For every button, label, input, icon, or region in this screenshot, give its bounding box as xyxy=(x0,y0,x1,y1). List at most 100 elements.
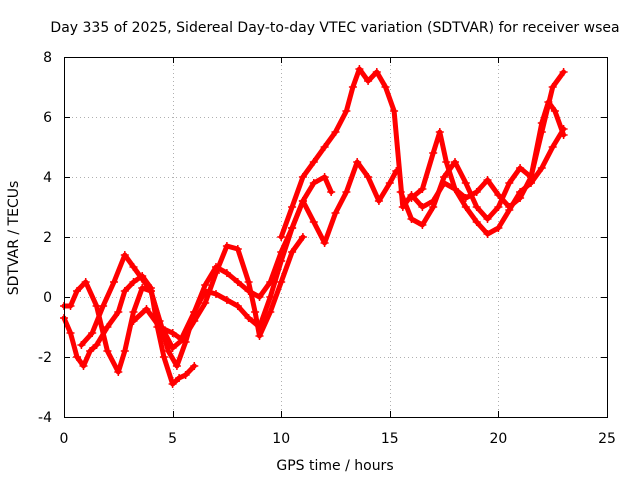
data-point xyxy=(86,347,95,355)
data-point xyxy=(266,308,275,316)
data-point xyxy=(320,173,329,181)
data-point xyxy=(353,158,362,166)
data-point xyxy=(138,284,147,292)
data-point xyxy=(442,158,451,166)
data-point xyxy=(550,107,559,115)
x-tick-label: 5 xyxy=(168,431,177,447)
axis-ticks xyxy=(64,57,608,418)
data-point xyxy=(505,203,514,211)
series-line xyxy=(61,273,197,387)
data-point xyxy=(73,287,81,295)
data-point xyxy=(407,194,416,202)
data-point xyxy=(129,308,138,316)
data-point xyxy=(320,143,329,151)
y-tick-label: 8 xyxy=(43,50,52,66)
data-point xyxy=(355,65,364,73)
data-point xyxy=(81,278,90,286)
data-point xyxy=(309,158,318,166)
data-point xyxy=(244,287,253,295)
data-point xyxy=(138,275,147,283)
data-point xyxy=(374,197,383,205)
data-point xyxy=(429,203,438,211)
series-day-1 xyxy=(60,272,199,388)
x-tick-label: 15 xyxy=(381,431,399,447)
data-point xyxy=(342,107,351,115)
data-point xyxy=(331,209,340,217)
data-point xyxy=(142,305,151,313)
data-point xyxy=(88,329,97,337)
data-point xyxy=(277,233,286,241)
data-point xyxy=(385,179,394,187)
y-tick-label: 2 xyxy=(43,230,52,246)
data-point xyxy=(181,371,190,379)
y-axis-title: SDTVAR / TECUs xyxy=(6,181,22,296)
x-axis-title: GPS time / hours xyxy=(276,458,393,474)
data-point xyxy=(472,218,481,226)
data-point xyxy=(277,278,286,286)
data-point xyxy=(418,221,427,229)
data-point xyxy=(483,230,492,238)
data-point xyxy=(129,278,138,286)
x-tick-label: 10 xyxy=(272,431,290,447)
data-point xyxy=(435,128,444,136)
data-point xyxy=(364,173,373,181)
data-point xyxy=(327,188,336,196)
data-point xyxy=(66,329,75,337)
data-point xyxy=(298,173,307,181)
data-point xyxy=(164,347,173,355)
data-point xyxy=(120,287,129,295)
data-point xyxy=(461,179,470,187)
data-point xyxy=(201,299,210,307)
data-point xyxy=(407,215,416,223)
data-point xyxy=(381,83,390,91)
data-point xyxy=(537,119,546,127)
series-day-4 xyxy=(129,158,401,343)
data-point xyxy=(190,362,199,370)
data-point xyxy=(372,68,381,76)
y-tick-label: -2 xyxy=(38,350,52,366)
data-point xyxy=(201,281,210,289)
y-tick-labels: -4 -2 0 2 4 6 8 xyxy=(38,50,52,426)
data-point xyxy=(331,128,340,136)
data-point xyxy=(548,143,557,151)
data-point xyxy=(451,158,459,166)
chart-title: Day 335 of 2025, Sidereal Day-to-day VTE… xyxy=(50,20,619,36)
data-point xyxy=(244,314,253,322)
data-point xyxy=(472,188,481,196)
y-tick-label: 4 xyxy=(43,170,52,186)
data-point xyxy=(155,323,164,331)
data-point xyxy=(288,248,297,256)
y-tick-label: -4 xyxy=(38,410,52,426)
y-tick-label: 6 xyxy=(43,110,52,126)
data-point xyxy=(266,293,275,301)
data-point xyxy=(537,164,546,172)
data-point xyxy=(120,347,129,355)
data-point xyxy=(544,98,553,106)
data-point xyxy=(298,197,307,205)
data-point xyxy=(159,353,168,361)
y-tick-label: 0 xyxy=(43,290,52,306)
data-point xyxy=(233,278,242,286)
data-point xyxy=(288,203,297,211)
data-point xyxy=(73,353,81,361)
grid-lines xyxy=(64,57,607,417)
data-point xyxy=(110,278,118,286)
data-point xyxy=(309,218,318,226)
data-point xyxy=(483,176,492,184)
data-point xyxy=(255,332,264,340)
data-point xyxy=(418,203,427,211)
data-point xyxy=(222,269,231,277)
series-day-7 xyxy=(407,98,568,211)
x-tick-labels: 0 5 10 15 20 25 xyxy=(60,431,616,447)
data-point xyxy=(440,173,449,181)
data-point xyxy=(233,302,242,310)
x-tick-label: 25 xyxy=(598,431,616,447)
data-point xyxy=(418,185,427,193)
data-point xyxy=(516,194,525,202)
data-point xyxy=(120,251,129,259)
data-point xyxy=(92,341,101,349)
data-point xyxy=(348,83,357,91)
data-point xyxy=(175,374,184,382)
data-point xyxy=(364,77,373,85)
